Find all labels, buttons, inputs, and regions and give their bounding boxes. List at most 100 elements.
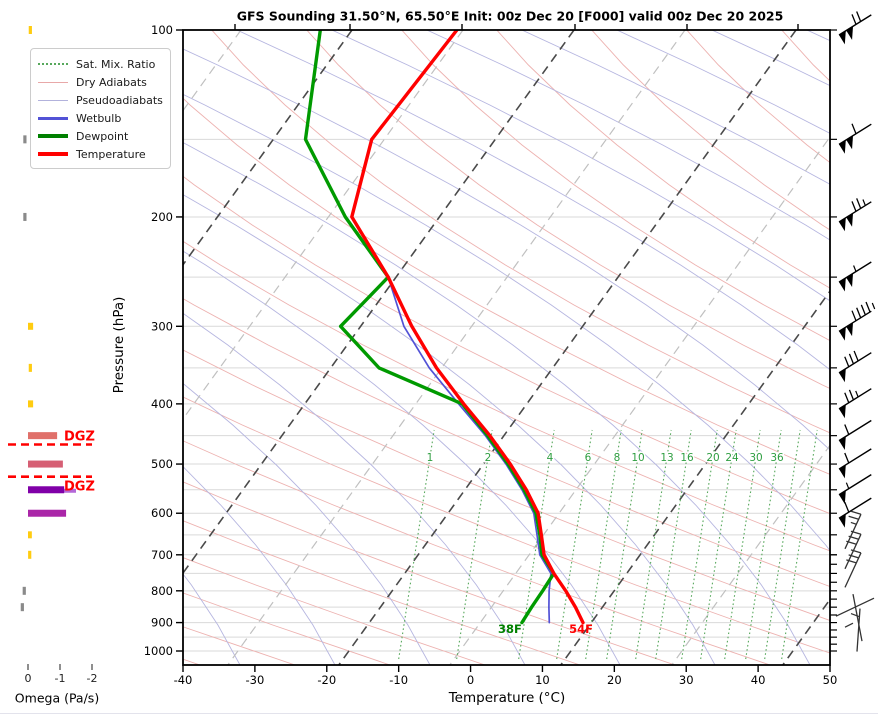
wind-barb-700 (844, 530, 862, 570)
pressure-axis-label: Pressure (hPa) (111, 296, 127, 394)
wind-barb-100 (838, 11, 872, 45)
legend-item-dewpoint: Dewpoint (38, 127, 164, 145)
mixing-ratio-line (398, 429, 435, 660)
legend-item-label: Sat. Mix. Ratio (76, 57, 156, 71)
legend-item-temperature: Temperature (38, 145, 164, 163)
omega-tick-bar (28, 26, 32, 34)
omega-tick-bar (23, 212, 27, 221)
temperature-tick-label: 20 (607, 673, 622, 687)
dry-adiabat-line (401, 30, 830, 342)
temperature-tick-label: -20 (317, 673, 336, 687)
omega-bar (28, 486, 65, 494)
mixing-ratio-line (635, 429, 672, 660)
mixing-ratio-label: 10 (631, 452, 644, 464)
dry-adiabat-line (183, 440, 771, 665)
wind-barb-900 (850, 608, 861, 652)
temperature-tick-label: -10 (389, 673, 408, 687)
skewt-background (183, 30, 830, 665)
legend-item-wetbulb: Wetbulb (38, 109, 164, 127)
wind-barb-450 (838, 419, 872, 450)
dgz-label: DGZ (64, 429, 95, 444)
temperature-tick-label: 0 (467, 673, 474, 687)
plot-border (182, 29, 831, 666)
mixing-ratio-label: 1 (427, 452, 434, 464)
omega-bar (28, 400, 34, 408)
omega-tick-label: -1 (55, 672, 66, 685)
legend-item-label: Dry Adiabats (76, 75, 147, 89)
mixing-ratio-label: 30 (749, 452, 762, 464)
wind-barb-300 (838, 301, 876, 341)
pseudoadiabat-line (183, 142, 811, 665)
omega-bar (28, 432, 58, 440)
mixing-ratio-line (745, 429, 782, 660)
plot-background (183, 30, 830, 665)
pseudoadiabat-line (183, 312, 526, 665)
pseudoadiabat-line (183, 194, 716, 665)
omega-bar (28, 531, 32, 539)
dry-adiabat-line (686, 30, 830, 164)
wind-barb-350 (838, 350, 872, 383)
pressure-tick-label: 200 (151, 210, 173, 224)
profile-curves (303, 30, 585, 625)
legend-swatch-line (38, 134, 68, 138)
wind-barb-400 (838, 388, 872, 419)
surface-temperature-label: 54F (569, 622, 593, 636)
mixing-ratio-line (606, 429, 643, 660)
pseudoadiabat-line (520, 30, 830, 185)
wind-barb-200 (838, 198, 872, 232)
omega-tick-label: -2 (87, 672, 98, 685)
dry-adiabat-line (183, 175, 830, 515)
legend-swatch-line (38, 152, 68, 156)
omega-tick-bar (23, 135, 27, 144)
legend-item-label: Wetbulb (76, 111, 122, 125)
legend-swatch-line (38, 116, 68, 120)
mixing-ratio-label: 36 (770, 452, 784, 464)
dry-adiabat-line (183, 298, 830, 587)
pressure-tick-label: 900 (151, 616, 173, 630)
dry-adiabat-line (591, 30, 830, 231)
dry-adiabat-line (183, 481, 676, 665)
mixing-ratio-line (724, 429, 761, 660)
pressure-tick-label: 1000 (144, 644, 173, 658)
dry-adiabat-line (183, 97, 830, 475)
pseudoadiabat-line (330, 30, 830, 302)
pressure-tick-label: 100 (151, 23, 173, 37)
wind-barb-600 (838, 497, 872, 528)
dry-adiabat-line (183, 396, 830, 654)
legend-item-sat-mix-ratio: Sat. Mix. Ratio (38, 55, 164, 73)
mixing-ratio-label: 24 (725, 452, 739, 464)
temperature-tick-label: 40 (751, 673, 766, 687)
temperature-axis-label: Temperature (°C) (448, 690, 566, 706)
isotherm-dashed-dark (338, 30, 797, 665)
temperature-tick-label: 50 (823, 673, 838, 687)
mixing-ratio-label: 13 (660, 452, 673, 464)
wind-barb-550 (838, 474, 872, 505)
isotherm-dashed-light (183, 30, 464, 420)
temperature-curve (350, 30, 585, 625)
isotherm-dashed-light (227, 30, 686, 665)
mixing-ratio-line (764, 429, 801, 660)
mixing-ratio-line (681, 429, 718, 660)
wind-barb-500 (838, 448, 872, 479)
pressure-tick-label: 600 (151, 506, 173, 520)
omega-bar (28, 509, 67, 517)
legend-item-label: Pseudoadiabats (76, 93, 163, 107)
bottom-divider (0, 713, 878, 714)
pseudoadiabat-line (183, 465, 336, 665)
temperature-tick-label: 10 (535, 673, 550, 687)
isotherm-dashed-dark (183, 30, 575, 575)
omega-bar (28, 322, 34, 330)
omega-tick-bar (28, 363, 32, 372)
omega-tick-label: 0 (25, 672, 32, 685)
omega-tick-bar (22, 586, 26, 595)
legend-item-pseudoadiabats: Pseudoadiabats (38, 91, 164, 109)
isotherm-dashed-dark (560, 289, 830, 665)
surface-dewpoint-label: 38F (498, 622, 522, 636)
omega-bar (28, 460, 63, 468)
dewpoint-curve (303, 30, 556, 625)
legend-swatch-line (38, 99, 68, 101)
wind-barb-250 (838, 261, 872, 292)
temperature-tick-label: 30 (679, 673, 694, 687)
